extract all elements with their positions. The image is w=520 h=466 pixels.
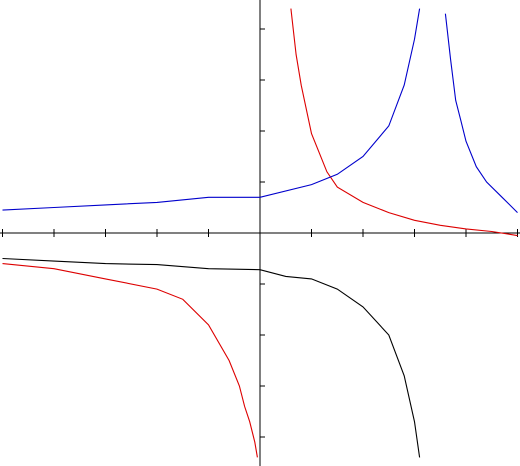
series-1-branch-1	[2, 263, 258, 458]
series-3-branch-1	[2, 257, 421, 458]
series-2-branch-1	[2, 8, 421, 211]
series-2-branch-2	[444, 13, 518, 213]
series-1-branch-2	[290, 8, 518, 237]
curves	[2, 8, 518, 458]
